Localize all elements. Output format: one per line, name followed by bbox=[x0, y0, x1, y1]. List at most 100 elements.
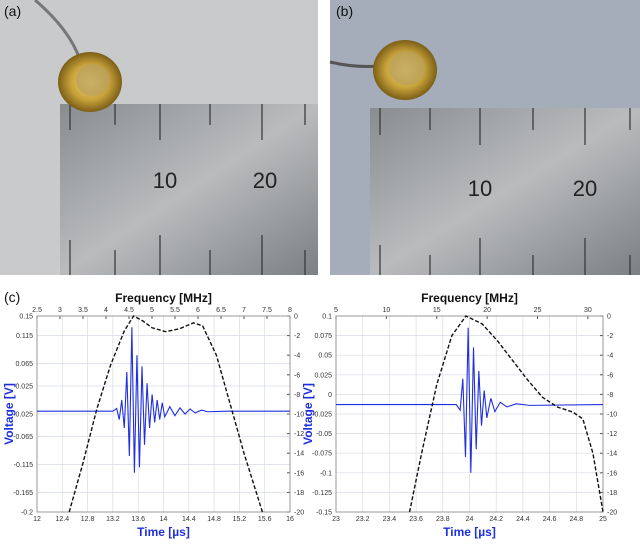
panel-label: (a) bbox=[4, 3, 21, 19]
x2-tick-label: 5.5 bbox=[170, 307, 180, 314]
panel-label: (b) bbox=[336, 3, 353, 19]
y-tick-label: -0.05 bbox=[316, 431, 332, 438]
y-tick-label: 0.025 bbox=[15, 384, 33, 391]
x2-tick-label: 6.5 bbox=[216, 307, 226, 314]
y2-tick-label: -16 bbox=[607, 470, 617, 477]
y2-tick-label: -12 bbox=[294, 431, 304, 438]
x-tick-label: 25 bbox=[599, 516, 607, 523]
x-tick-label: 24.4 bbox=[516, 516, 530, 523]
y2-tick-label: -12 bbox=[607, 431, 617, 438]
y2-tick-label: -20 bbox=[294, 510, 304, 517]
y2-tick-label: -6 bbox=[607, 372, 613, 379]
x-tick-label: 13.2 bbox=[106, 516, 120, 523]
y-tick-label: -0.125 bbox=[312, 490, 332, 497]
x2-tick-label: 6 bbox=[196, 307, 200, 314]
y-tick-label: -0.115 bbox=[14, 462, 33, 469]
y-tick-label: 0.025 bbox=[314, 372, 332, 379]
photo-b: 10 20 bbox=[329, 0, 640, 275]
x2-tick-label: 5 bbox=[334, 307, 338, 314]
y-tick-label: -0.065 bbox=[13, 434, 33, 441]
x-tick-label: 15.2 bbox=[233, 516, 247, 523]
x-tick-label: 12.8 bbox=[81, 516, 95, 523]
ruler-label: 20 bbox=[253, 168, 277, 193]
y2-tick-label: -10 bbox=[294, 412, 304, 419]
x2-tick-label: 4 bbox=[104, 307, 108, 314]
y-tick-label: 0.05 bbox=[318, 353, 332, 360]
y2-tick-label: -20 bbox=[607, 510, 617, 517]
x-tick-label: 24.6 bbox=[543, 516, 557, 523]
x-tick-label: 12 bbox=[33, 516, 41, 523]
x2-tick-label: 8 bbox=[288, 307, 292, 314]
chart: 23 23.2 23.4 23.6 23.8 24 24.2 24.4 24.6 24.8 25 0.… bbox=[301, 291, 617, 539]
ruler-label: 10 bbox=[153, 168, 177, 193]
y2-tick-label: -18 bbox=[607, 490, 617, 497]
x-tick-label: 13.6 bbox=[131, 516, 145, 523]
y-tick-label: 0.15 bbox=[19, 314, 33, 321]
chart: 12 12.4 12.8 13.2 13.6 14 14.4 14.8 15.2 15.6 16 0.… bbox=[2, 291, 304, 539]
x2-tick-label: 3 bbox=[58, 307, 62, 314]
y-tick-label: -0.025 bbox=[312, 412, 332, 419]
x2-tick-label: 15 bbox=[433, 307, 441, 314]
x-axis-title: Time [µs] bbox=[443, 525, 496, 539]
x-tick-label: 23 bbox=[332, 516, 340, 523]
y2-tick-label: -6 bbox=[294, 372, 300, 379]
x-tick-label: 14.8 bbox=[207, 516, 221, 523]
x2-tick-label: 7 bbox=[242, 307, 246, 314]
y-axis-title: Voltage [V] bbox=[2, 383, 16, 445]
x-tick-label: 24 bbox=[466, 516, 474, 523]
signal-line bbox=[37, 327, 290, 473]
y2-tick-label: -4 bbox=[607, 353, 613, 360]
y2-tick-label: -10 bbox=[607, 412, 617, 419]
x2-tick-label: 20 bbox=[483, 307, 491, 314]
x-tick-label: 15.6 bbox=[258, 516, 272, 523]
spectrum-line bbox=[68, 315, 264, 513]
y2-tick-label: -18 bbox=[294, 490, 304, 497]
y2-tick-label: -14 bbox=[294, 451, 304, 458]
y2-tick-label: -2 bbox=[294, 333, 300, 340]
x2-axis-title: Frequency [MHz] bbox=[115, 291, 212, 305]
y2-tick-label: -2 bbox=[607, 333, 613, 340]
plot-frame bbox=[335, 315, 604, 513]
y2-tick-label: 0 bbox=[294, 314, 298, 321]
ruler-label: 20 bbox=[573, 176, 597, 201]
y-tick-label: 0.1 bbox=[322, 314, 332, 321]
x-axis-title: Time [µs] bbox=[137, 525, 190, 539]
y-axis-title: Voltage [V] bbox=[301, 383, 315, 445]
x-tick-label: 23.6 bbox=[409, 516, 423, 523]
plot-frame bbox=[36, 315, 291, 513]
x-tick-label: 24.8 bbox=[569, 516, 583, 523]
y-tick-label: 0.115 bbox=[16, 333, 33, 340]
x2-tick-label: 4.5 bbox=[124, 307, 134, 314]
x-tick-label: 23.8 bbox=[436, 516, 450, 523]
x2-tick-label: 5 bbox=[150, 307, 154, 314]
y-tick-label: 0 bbox=[328, 392, 332, 399]
x2-tick-label: 2.5 bbox=[32, 307, 42, 314]
x-tick-label: 24.2 bbox=[489, 516, 503, 523]
y2-tick-label: -4 bbox=[294, 353, 300, 360]
x-tick-label: 16 bbox=[286, 516, 294, 523]
y2-tick-label: 0 bbox=[607, 314, 611, 321]
y-tick-label: 0.065 bbox=[15, 361, 33, 368]
y-tick-label: -0.075 bbox=[312, 451, 332, 458]
y2-tick-label: -14 bbox=[607, 451, 617, 458]
spectrum-line bbox=[408, 315, 604, 513]
x2-tick-label: 10 bbox=[382, 307, 390, 314]
y-tick-label: -0.025 bbox=[13, 412, 33, 419]
x-tick-label: 23.2 bbox=[356, 516, 370, 523]
x2-tick-label: 30 bbox=[584, 307, 592, 314]
x-tick-label: 23.4 bbox=[383, 516, 397, 523]
x2-axis-title: Frequency [MHz] bbox=[421, 291, 518, 305]
x2-tick-label: 25 bbox=[534, 307, 542, 314]
y-tick-label: 0.075 bbox=[314, 333, 332, 340]
y2-tick-label: -8 bbox=[607, 392, 613, 399]
y-tick-label: -0.1 bbox=[320, 470, 332, 477]
photo-a: 10 20 bbox=[0, 0, 318, 275]
x2-tick-label: 3.5 bbox=[78, 307, 88, 314]
signal-line bbox=[336, 327, 604, 473]
ruler-label: 10 bbox=[468, 176, 492, 201]
x-tick-label: 14.4 bbox=[182, 516, 196, 523]
panel-label: (c) bbox=[4, 289, 20, 305]
y2-tick-label: -16 bbox=[294, 470, 304, 477]
x2-tick-label: 7.5 bbox=[262, 307, 272, 314]
